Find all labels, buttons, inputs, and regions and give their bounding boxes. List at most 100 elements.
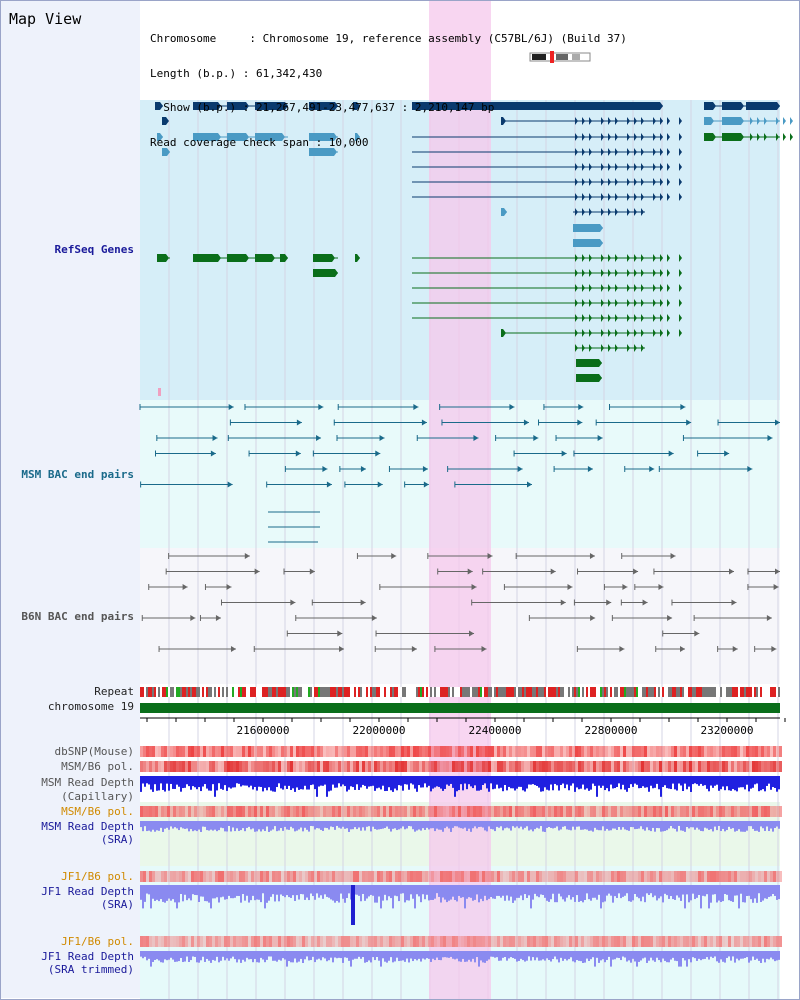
msm-b6-pol-strip-2 xyxy=(332,806,335,817)
msm-depth-sra-bar xyxy=(552,821,554,829)
msm-depth-capillary-bar xyxy=(480,776,482,790)
jf1-depth-trimmed-bar xyxy=(210,951,212,963)
repeat-segment xyxy=(398,687,400,697)
jf1-depth-trimmed-bar xyxy=(284,951,286,960)
jf1-b6-pol-strip xyxy=(164,871,167,882)
msm-depth-sra-bar xyxy=(372,821,374,827)
jf1-b6-pol-strip xyxy=(545,871,548,882)
jf1-depth-sra-bar xyxy=(582,885,584,903)
gene-exon xyxy=(575,163,578,171)
jf1-b6-pol-strip xyxy=(461,871,464,882)
jf1-depth-trimmed-bar xyxy=(456,951,458,959)
dbsnp-strip xyxy=(290,746,293,757)
msm-depth-sra-bar xyxy=(354,821,356,828)
repeat-segment xyxy=(640,687,642,697)
track-label-b6n-bac[interactable]: B6N BAC end pairs xyxy=(21,610,134,623)
repeat-segment xyxy=(376,687,378,697)
dbsnp-strip xyxy=(746,746,749,757)
msm-depth-capillary-bar xyxy=(306,776,308,790)
jf1-depth-sra-bar xyxy=(180,885,182,895)
msm-depth-sra-bar xyxy=(776,821,778,827)
jf1-depth-trimmed-bar xyxy=(364,951,366,963)
jf1-depth-sra-bar xyxy=(620,885,622,899)
gene-exon xyxy=(764,117,767,125)
jf1-b6-pol-strip xyxy=(140,871,143,882)
dbsnp-strip xyxy=(536,746,539,757)
jf1-b6-pol-strip-2 xyxy=(230,936,233,947)
repeat-segment xyxy=(242,687,244,697)
msm-depth-capillary-bar xyxy=(340,776,342,787)
jf1-depth-sra-bar xyxy=(494,885,496,899)
jf1-depth-trimmed-bar xyxy=(618,951,620,959)
msm-depth-capillary-bar xyxy=(144,776,146,787)
jf1-depth-sra-bar xyxy=(406,885,408,901)
jf1-depth-trimmed-bar xyxy=(404,951,406,962)
msm-depth-sra-bar xyxy=(224,821,226,832)
jf1-depth-trimmed-bar xyxy=(580,951,582,962)
msm-b6-pol-strip-2 xyxy=(155,806,158,817)
msm-depth-capillary-bar xyxy=(280,776,282,789)
jf1-depth-trimmed-bar xyxy=(750,951,752,961)
jf1-depth-trimmed-bar xyxy=(154,951,156,960)
msm-b6-pol-strip-2 xyxy=(608,806,611,817)
msm-depth-sra-bar xyxy=(688,821,690,829)
msm-b6-pol-strip-2 xyxy=(284,806,287,817)
b6n-bac-pair-end xyxy=(309,568,315,575)
jf1-depth-sra-bar xyxy=(332,885,334,901)
jf1-depth-sra-bar xyxy=(370,885,372,895)
repeat-segment xyxy=(208,687,210,697)
jf1-depth-trimmed-bar xyxy=(520,951,522,959)
msm-depth-sra-bar xyxy=(300,821,302,828)
track-label-refseq-genes[interactable]: RefSeq Genes xyxy=(54,243,134,256)
repeat-segment xyxy=(770,687,772,697)
msm-depth-capillary-bar xyxy=(440,776,442,789)
dbsnp-strip xyxy=(407,746,410,757)
jf1-b6-pol-strip-2 xyxy=(323,936,326,947)
jf1-b6-pol-strip xyxy=(335,871,338,882)
jf1-depth-sra-bar xyxy=(700,885,702,909)
msm-depth-capillary-bar xyxy=(708,776,710,792)
gene-exon xyxy=(653,163,656,171)
msm-depth-capillary-bar xyxy=(594,776,596,786)
msm-b6-pol-strip xyxy=(224,761,227,772)
info-coverage-span: Read coverage check span : 10,000 xyxy=(150,135,369,149)
msm-depth-capillary-bar xyxy=(530,776,532,785)
gene-exon xyxy=(641,299,644,307)
jf1-b6-pol-strip-2 xyxy=(311,936,314,947)
jf1-depth-trimmed-bar xyxy=(594,951,596,967)
msm-depth-capillary-bar xyxy=(180,776,182,792)
repeat-segment xyxy=(224,687,226,697)
repeat-segment xyxy=(618,687,620,697)
msm-b6-pol-strip-2 xyxy=(140,806,143,817)
msm-b6-pol-strip-2 xyxy=(629,806,632,817)
jf1-depth-trimmed-bar xyxy=(742,951,744,959)
jf1-depth-sra-bar xyxy=(384,885,386,895)
jf1-depth-trimmed-bar xyxy=(454,951,456,960)
msm-b6-pol-strip xyxy=(410,761,413,772)
msm-depth-capillary-bar xyxy=(466,776,468,790)
msm-b6-pol-strip-2 xyxy=(683,806,686,817)
msm-b6-pol-strip xyxy=(317,761,320,772)
msm-b6-pol-strip-2 xyxy=(659,806,662,817)
repeat-segment xyxy=(372,687,374,697)
msm-depth-sra-bar xyxy=(438,821,440,830)
msm-depth-sra-bar xyxy=(644,821,646,831)
jf1-depth-sra-bar xyxy=(472,885,474,901)
jf1-b6-pol-strip xyxy=(575,871,578,882)
refseq-marker xyxy=(158,388,161,396)
msm-depth-sra-bar xyxy=(526,821,528,827)
msm-depth-sra-bar xyxy=(320,821,322,830)
repeat-segment xyxy=(608,687,610,697)
msm-b6-pol-strip-2 xyxy=(626,806,629,817)
msm-b6-pol-strip xyxy=(434,761,437,772)
track-label-msm-bac[interactable]: MSM BAC end pairs xyxy=(21,468,134,481)
jf1-b6-pol-strip-2 xyxy=(275,936,278,947)
msm-b6-pol-strip-2 xyxy=(236,806,239,817)
msm-b6-pol-strip xyxy=(698,761,701,772)
jf1-depth-trimmed-bar xyxy=(140,951,142,957)
msm-b6-pol-strip xyxy=(719,761,722,772)
jf1-depth-sra-bar xyxy=(678,885,680,898)
msm-depth-capillary-bar xyxy=(494,776,496,789)
jf1-depth-sra-bar xyxy=(458,885,460,896)
